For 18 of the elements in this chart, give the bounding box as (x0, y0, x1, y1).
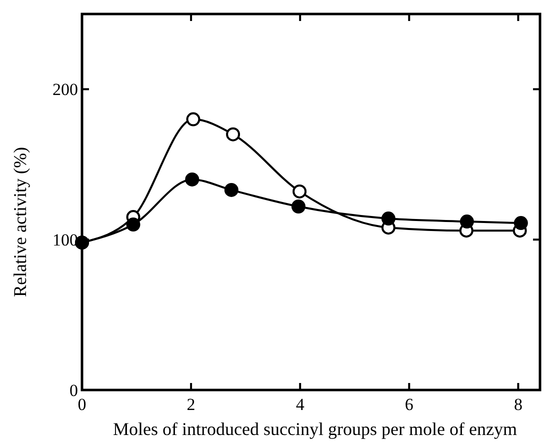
y-axis-title: Relative activity (%) (10, 147, 30, 297)
x-tick-label: 8 (514, 395, 522, 414)
x-tick-label: 4 (296, 395, 305, 414)
point (292, 184, 307, 198)
x-tick-label: 2 (186, 395, 196, 414)
point (226, 127, 240, 142)
point (186, 112, 200, 126)
point (381, 212, 396, 226)
point (185, 172, 200, 186)
point (291, 200, 306, 214)
y-tick-label: 200 (52, 80, 78, 100)
x-axis-title: Moles of introduced succinyl groups per mole of enzym (113, 419, 517, 439)
x-tick-label: 6 (404, 395, 414, 414)
y-tick-label: 0 (70, 380, 78, 400)
point (460, 214, 474, 229)
point (126, 218, 140, 232)
point (224, 182, 238, 197)
point (514, 216, 528, 230)
